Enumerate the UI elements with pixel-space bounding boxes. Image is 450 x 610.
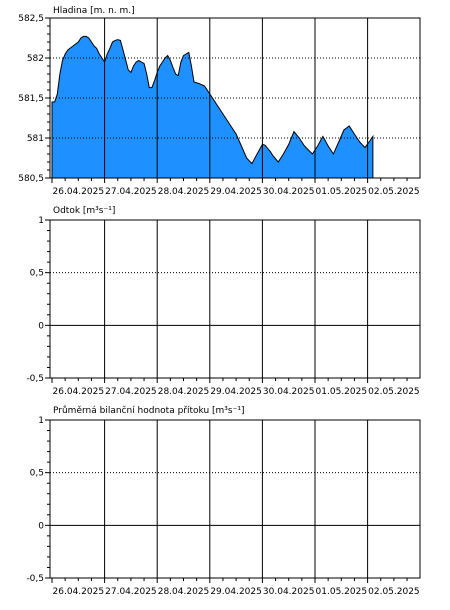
level-area [51,35,374,179]
x-tick-label: 29.04.2025 [210,187,262,197]
y-tick-label: 0 [38,521,44,531]
chart-panel-3: 1 0,5 0 -0,5 26.04.2025 27.04.2025 28.04.2025 2… [26,405,421,597]
x-tick-label: 28.04.2025 [158,187,210,197]
x-tick-label: 26.04.2025 [53,387,105,397]
x-tick-label: 26.04.2025 [53,587,105,597]
y-tick-label: 581 [27,134,44,144]
x-tick-label: 28.04.2025 [158,587,210,597]
axis-title: Průměrná bilanční hodnota přítoku [m³s⁻¹… [53,405,244,416]
y-tick-label: 0,5 [30,469,44,479]
x-tick-label: 02.05.2025 [368,387,420,397]
plot-frame [49,419,421,579]
axis-title: Hladina [m. n. m.] [53,6,135,16]
x-tick-label: 27.04.2025 [105,587,157,597]
y-tick-label: 580,5 [18,174,44,184]
y-tick-label: 0 [38,321,44,331]
x-tick-label: 01.05.2025 [316,187,368,197]
chart-panel-2: 1 0,5 0 -0,5 26.04.2025 27.04.2025 28.04.2025 2… [26,206,421,397]
y-tick-label: 1 [38,416,44,426]
x-tick-label: 27.04.2025 [105,187,157,197]
axis-title: Odtok [m³s⁻¹] [53,206,115,216]
y-tick-label: -0,5 [26,374,44,384]
x-tick-label: 02.05.2025 [368,587,420,597]
plot-frame [49,219,421,379]
y-tick-label: 1 [38,216,44,226]
x-tick-label: 27.04.2025 [105,387,157,397]
x-tick-label: 30.04.2025 [263,187,315,197]
x-tick-label: 29.04.2025 [210,587,262,597]
y-tick-label: 581,5 [18,94,44,104]
x-tick-label: 28.04.2025 [158,387,210,397]
x-tick-label: 02.05.2025 [368,187,420,197]
x-tick-label: 30.04.2025 [263,587,315,597]
y-tick-label: -0,5 [26,574,44,584]
y-tick-label: 0,5 [30,269,44,279]
x-tick-label: 01.05.2025 [316,587,368,597]
chart-panel-1: 582,5 582 581,5 581 580,5 26.04.2025 27.04.202… [18,6,421,197]
x-tick-label: 01.05.2025 [316,387,368,397]
y-tick-label: 582 [27,54,44,64]
y-tick-label: 582,5 [18,14,44,24]
x-tick-label: 29.04.2025 [210,387,262,397]
x-tick-label: 26.04.2025 [53,187,105,197]
x-tick-label: 30.04.2025 [263,387,315,397]
